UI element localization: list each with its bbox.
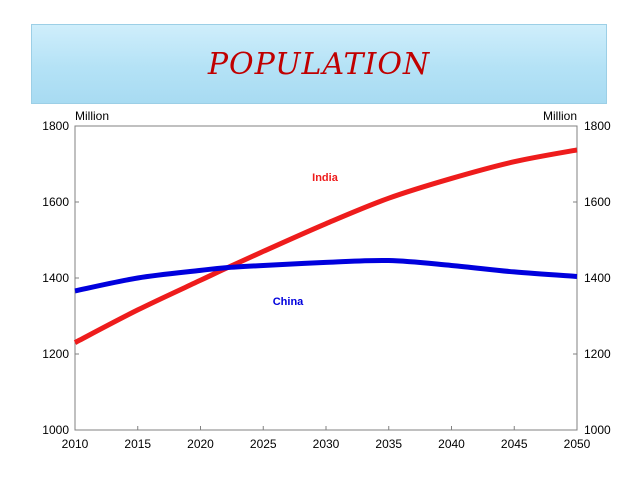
plot-area [74, 125, 578, 431]
x-tick-label: 2025 [250, 437, 277, 451]
series-label-india: India [312, 172, 339, 184]
title-banner: POPULATION [31, 24, 607, 104]
y-tick-label-right: 1800 [584, 119, 611, 133]
x-tick-label: 2040 [438, 437, 465, 451]
y-tick-label-left: 1400 [42, 271, 69, 285]
y-tick-label-right: 1600 [584, 195, 611, 209]
y-tick-label-left: 1000 [42, 423, 69, 437]
x-tick-label: 2015 [124, 437, 151, 451]
y-tick-label-left: 1200 [42, 347, 69, 361]
x-tick-label: 2035 [375, 437, 402, 451]
x-tick-label: 2010 [62, 437, 89, 451]
series-label-china: China [273, 296, 304, 308]
series-line-china [74, 257, 578, 294]
y-tick-label-right: 1400 [584, 271, 611, 285]
right-axis-unit-label: Million [543, 109, 577, 123]
y-tick-label-right: 1200 [584, 347, 611, 361]
y-tick-label-left: 1600 [42, 195, 69, 209]
series-line-india [73, 147, 578, 345]
x-tick-label: 2020 [187, 437, 214, 451]
y-tick-label-left: 1800 [42, 119, 69, 133]
x-tick-label: 2050 [564, 437, 591, 451]
series-lines [73, 147, 578, 345]
axis-labels: 1000 1000 1200 1200 1400 1400 1600 1600 1800 1800… [42, 119, 611, 451]
x-tick-label: 2030 [313, 437, 340, 451]
x-tick-label: 2045 [501, 437, 528, 451]
left-axis-unit-label: Million [75, 109, 109, 123]
slide-title: POPULATION [207, 47, 431, 82]
y-tick-label-right: 1000 [584, 423, 611, 437]
